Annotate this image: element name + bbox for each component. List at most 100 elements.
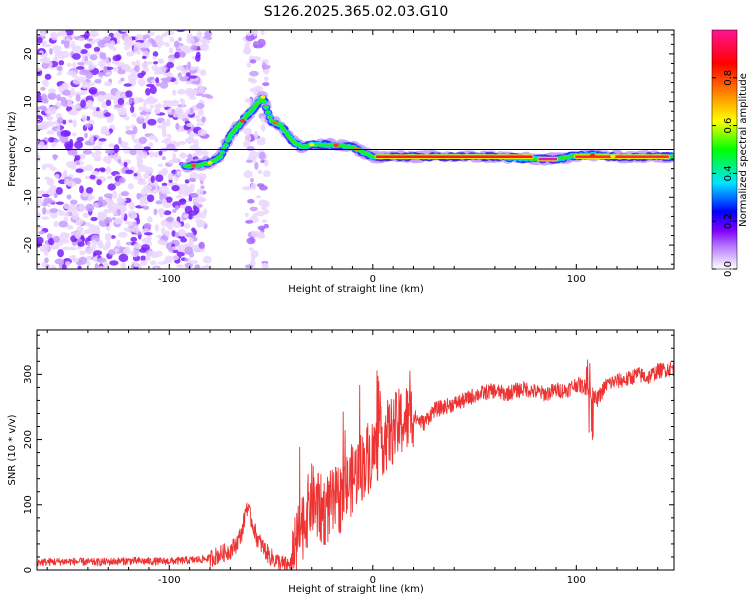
spectrogram-noise-blob [135,149,144,156]
colorbar-tick-label: 0.2 [723,213,734,229]
spectrogram-noise-blob [96,91,106,96]
spectrogram-noise-blob [47,187,55,196]
spectrogram-noise-blob [88,89,97,94]
spectrogram-noise-blob [246,146,255,152]
spectrogram-noise-blob [88,224,97,233]
spectrogram-noise-blob [189,66,196,71]
spectrogram-noise-blob [49,166,57,171]
spectrogram-noise-blob [192,245,201,253]
spectrogram-noise-blob [40,30,46,37]
spectrogram-noise-blob [124,220,131,225]
spectrogram-noise-blob [104,208,111,213]
spectrogram-noise-blob [149,151,155,158]
spectrogram-noise-blob [247,77,256,83]
spectrogram-noise-blob [57,51,66,60]
spectrogram-noise-blob [123,115,130,121]
spectrogram-noise-blob [41,216,50,220]
spectrogram-noise-blob [190,44,198,51]
spectrogram-noise-blob [64,261,71,266]
spectrogram-noise-blob [97,39,107,48]
spectrogram-noise-blob [47,94,54,99]
spectrogram-noise-blob [69,255,76,261]
spectrogram-noise-blob [169,36,175,43]
spectrogram-noise-blob [85,71,93,79]
spectrogram-noise-blob [172,208,177,214]
spectrogram-noise-blob [86,241,91,247]
spectrogram-noise-blob [112,217,116,221]
spectrogram-noise-blob [51,33,60,37]
spectrogram-x-ticks: -100 0 100 [46,30,659,285]
spectrogram-ridge-blob [263,105,269,109]
spectrogram-noise-blob [118,136,122,145]
spectrogram-noise-blob [257,169,263,175]
spectrogram-noise-blob [136,192,141,200]
spectrogram-noise-blob [45,120,55,127]
spectrogram-noise-blob [37,67,42,72]
spectrogram-noise-blob [120,77,125,82]
spectrogram-noise-blob [156,208,165,215]
spectrogram-noise-blob [53,220,59,228]
spectrogram-noise-blob [58,60,65,66]
spectrogram-noise-blob [261,219,268,223]
spectrogram-noise-blob [117,158,122,164]
spectrogram-noise-blob [56,65,63,71]
spectrogram-noise-blob [200,265,207,269]
spectrogram-noise-blob [114,104,124,108]
spectrogram-noise-blob [113,98,119,106]
spectrogram-noise-blob [171,157,180,163]
snr-y-tick-label: 100 [23,495,34,514]
spectrogram-noise-blob [113,181,121,186]
spectrogram-noise-blob [250,254,256,262]
spectrogram-noise-blob [37,36,43,44]
spectrogram-noise-blob [133,266,139,269]
spectrogram-noise-blob [185,232,195,238]
spectrogram-noise-blob [190,192,199,199]
spectrogram-noise-blob [185,87,194,96]
spectrogram-noise-blob [145,88,151,96]
spectrogram-noise-blob [142,122,147,130]
spectrogram-noise-blob [42,43,52,48]
spectrogram-noise-blob [174,232,180,238]
spectrogram-y-tick-label: 10 [23,95,34,108]
spectrogram-noise-blob [203,255,212,264]
spectrogram-noise-blob [63,216,69,222]
spectrogram-y-tick-label: 20 [23,48,34,61]
spectrogram-noise-blob [84,123,92,128]
spectrogram-noise-blob [160,227,166,235]
spectrogram-noise-blob [131,61,136,66]
spectrogram-noise-blob [49,211,58,219]
spectrogram-noise-blob [179,204,187,209]
spectrogram-noise-blob [141,62,149,69]
spectrogram-noise-blob [243,44,250,49]
spectrogram-hotspot [589,153,596,158]
spectrogram-noise-blob [155,200,163,205]
spectrogram-noise-blob [130,249,139,258]
spectrogram-noise-blob [161,198,167,205]
spectrogram-noise-blob [179,98,185,103]
snr-x-tick-label: -100 [158,575,181,586]
spectrogram-noise-blob [89,174,96,180]
spectrogram-noise-blob [133,243,142,249]
spectrogram-noise-blob [150,175,155,183]
spectrogram-noise-blob [147,250,157,257]
spectrogram-ridge-blob [285,133,291,138]
spectrogram-noise-blob [131,225,140,234]
spectrogram-noise-blob [97,266,105,269]
spectrogram-noise-blob [107,183,116,191]
spectrogram-noise-blob [138,136,148,145]
spectrogram-noise-blob [263,223,270,229]
spectrogram-noise-blob [88,64,95,70]
spectrogram-noise-blob [87,197,93,202]
spectrogram-noise-blob [56,72,62,76]
spectrogram-noise-blob [140,188,148,197]
spectrogram-noise-blob [96,179,102,186]
spectrogram-noise-blob [105,149,115,155]
spectrogram-noise-blob [262,170,271,177]
spectrogram-noise-blob [193,114,201,119]
spectrogram-noise-blob [44,257,49,264]
spectrogram-noise-blob [75,94,81,102]
spectrogram-noise-blob [177,140,187,146]
spectrogram-noise-blob [37,211,41,220]
spectrogram-noise-blob [133,45,141,54]
spectrogram-noise-blob [43,163,54,168]
